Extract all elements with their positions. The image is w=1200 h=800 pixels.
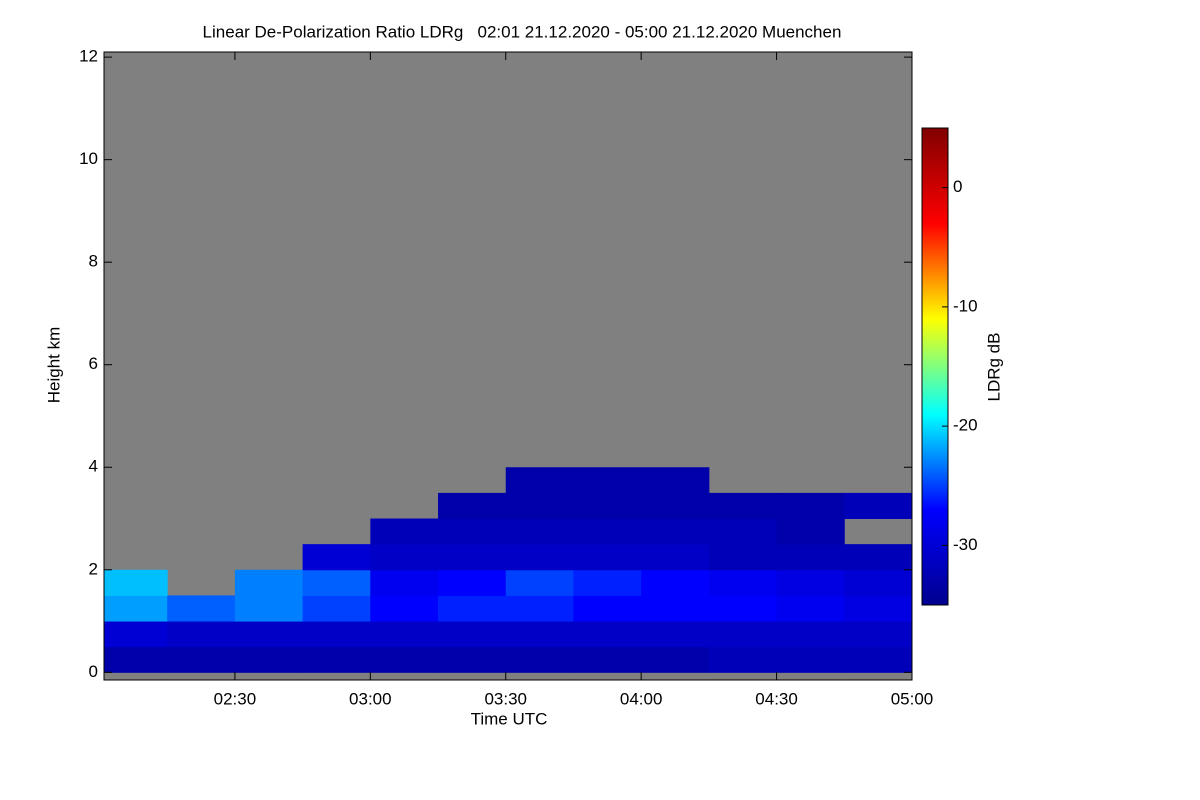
heatmap-cell bbox=[708, 544, 778, 571]
y-tick-label: 8 bbox=[89, 252, 98, 271]
heatmap-cell bbox=[844, 646, 913, 673]
y-axis-label: Height km bbox=[44, 327, 63, 404]
heatmap-cell bbox=[370, 544, 439, 571]
heatmap-cell bbox=[776, 621, 845, 648]
heatmap-cell bbox=[641, 467, 710, 494]
heatmap-cell bbox=[573, 621, 642, 648]
heatmap-cell bbox=[438, 544, 507, 571]
heatmap-cell bbox=[776, 646, 845, 673]
colorbar-label: LDRg dB bbox=[984, 333, 1003, 402]
y-tick-label: 10 bbox=[79, 149, 98, 168]
heatmap-cell bbox=[844, 492, 913, 520]
heatmap-cell bbox=[505, 544, 574, 571]
heatmap-cell bbox=[573, 595, 642, 622]
heatmap-cell bbox=[302, 544, 371, 571]
heatmap-cell bbox=[776, 595, 845, 622]
heatmap-cell bbox=[776, 492, 845, 520]
x-tick-label: 03:30 bbox=[484, 689, 527, 708]
heatmap-cell bbox=[167, 621, 236, 648]
heatmap-cell bbox=[708, 569, 778, 596]
heatmap-cell bbox=[641, 518, 710, 545]
y-tick-label: 0 bbox=[89, 662, 98, 681]
colorbar-tick-label: -10 bbox=[953, 296, 978, 315]
heatmap-cell bbox=[370, 569, 439, 596]
heatmap-cell bbox=[844, 621, 913, 648]
heatmap-cell bbox=[708, 492, 778, 520]
heatmap-cell bbox=[302, 595, 371, 622]
x-axis-label: Time UTC bbox=[471, 709, 548, 728]
heatmap-cell bbox=[234, 569, 304, 596]
x-tick-label: 02:30 bbox=[214, 689, 257, 708]
heatmap-cell bbox=[776, 518, 845, 545]
heatmap-cell bbox=[641, 621, 710, 648]
heatmap-cell bbox=[302, 646, 371, 673]
x-tick-label: 03:00 bbox=[349, 689, 392, 708]
colorbar-tick-label: -20 bbox=[953, 416, 978, 435]
heatmap-cell bbox=[505, 646, 574, 673]
heatmap-cell bbox=[302, 621, 371, 648]
heatmap-cell bbox=[708, 621, 778, 648]
heatmap-cell bbox=[776, 544, 845, 571]
heatmap-cell bbox=[438, 492, 507, 520]
y-tick-label: 6 bbox=[89, 354, 98, 373]
y-tick-label: 2 bbox=[89, 559, 98, 578]
heatmap-cell bbox=[234, 595, 304, 622]
heatmap-cell bbox=[573, 646, 642, 673]
heatmap-cell bbox=[438, 569, 507, 596]
heatmap-cell bbox=[167, 646, 236, 673]
heatmap-cell bbox=[573, 544, 642, 571]
colorbar-tick-label: -30 bbox=[953, 535, 978, 554]
heatmap-cell bbox=[438, 646, 507, 673]
heatmap-cell bbox=[641, 544, 710, 571]
heatmap-cell bbox=[641, 492, 710, 520]
heatmap-cell bbox=[370, 621, 439, 648]
heatmap-cell bbox=[844, 595, 913, 622]
plot-frame bbox=[103, 51, 913, 681]
heatmap-cell bbox=[438, 621, 507, 648]
heatmap-cell bbox=[302, 569, 371, 596]
heatmap-cell bbox=[573, 569, 642, 596]
heatmap-cell bbox=[104, 646, 168, 673]
heatmap-cell bbox=[234, 621, 304, 648]
heatmap-cell bbox=[776, 569, 845, 596]
heatmap-cell bbox=[641, 569, 710, 596]
heatmap-cell bbox=[438, 518, 507, 545]
heatmap-cell bbox=[641, 595, 710, 622]
heatmap-cell bbox=[370, 646, 439, 673]
heatmap-cell bbox=[505, 569, 574, 596]
heatmap-cell bbox=[708, 646, 778, 673]
heatmap-cell bbox=[505, 621, 574, 648]
heatmap-cell bbox=[573, 492, 642, 520]
heatmap-cell bbox=[708, 518, 778, 545]
x-tick-label: 04:30 bbox=[755, 689, 798, 708]
heatmap-cell bbox=[505, 492, 574, 520]
colorbar-tick-label: 0 bbox=[953, 177, 962, 196]
heatmap-cell bbox=[641, 646, 710, 673]
heatmap-cell bbox=[167, 595, 236, 622]
heatmap-cell bbox=[104, 569, 168, 596]
heatmap-cell bbox=[573, 467, 642, 494]
heatmap-cell bbox=[438, 595, 507, 622]
heatmap-cell bbox=[708, 595, 778, 622]
heatmap-cell bbox=[573, 518, 642, 545]
y-tick-label: 4 bbox=[89, 457, 98, 476]
chart-title: Linear De-Polarization Ratio LDRg 02:01 … bbox=[203, 22, 842, 41]
x-tick-label: 05:00 bbox=[891, 689, 934, 708]
colorbar bbox=[921, 127, 949, 606]
heatmap-cell bbox=[505, 518, 574, 545]
heatmap-cell bbox=[844, 569, 913, 596]
x-tick-label: 04:00 bbox=[620, 689, 663, 708]
heatmap-cell bbox=[505, 595, 574, 622]
heatmap-cell bbox=[505, 467, 574, 494]
heatmap-cell bbox=[370, 518, 439, 545]
y-tick-label: 12 bbox=[79, 47, 98, 66]
heatmap-cell bbox=[104, 595, 168, 622]
heatmap-cell bbox=[234, 646, 304, 673]
heatmap-cell bbox=[844, 544, 913, 571]
heatmap-cell bbox=[104, 621, 168, 648]
heatmap-cell bbox=[370, 595, 439, 622]
